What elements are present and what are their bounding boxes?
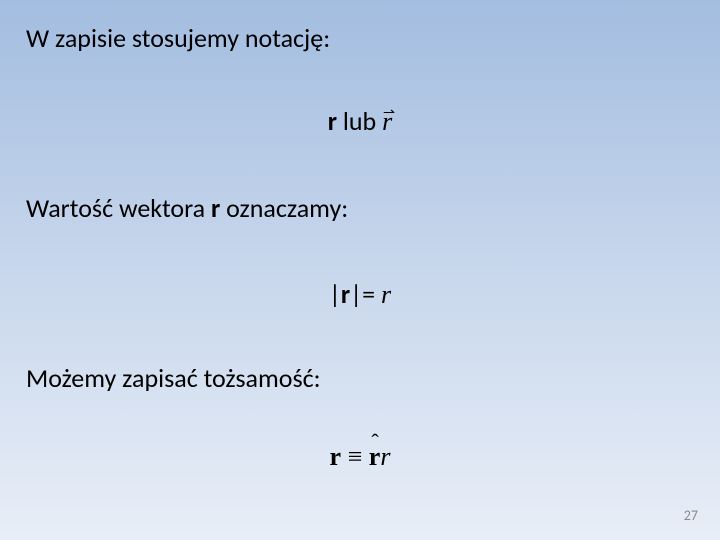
line3-r-bold: r xyxy=(211,192,220,224)
line3-prefix: Wartość wektora xyxy=(26,192,211,224)
slide: W zapisie stosujemy notację: r lub ⇀r Wa… xyxy=(0,0,720,540)
hat-icon: ˆ xyxy=(371,428,378,457)
equiv-symbol: ≡ xyxy=(341,442,369,471)
magnitude-line: |r|= r xyxy=(0,278,720,312)
r-vector: ⇀r xyxy=(382,105,392,139)
page-number: 27 xyxy=(684,507,698,524)
line3-suffix: oznaczamy: xyxy=(220,192,348,224)
r-hat: ˆr xyxy=(369,440,381,474)
identity-italic-r: r xyxy=(380,442,390,471)
abs-close-eq: |= xyxy=(350,278,381,310)
text-line-5: Możemy zapisać tożsamość: xyxy=(26,362,321,396)
italic-r: r xyxy=(381,280,391,309)
lub-text: lub xyxy=(337,105,382,137)
abs-r-bold: r xyxy=(341,278,350,310)
vector-arrow-icon: ⇀ xyxy=(383,104,395,123)
notation-line: r lub ⇀r xyxy=(0,105,720,139)
r-bold: r xyxy=(328,105,337,137)
abs-open: | xyxy=(329,278,341,310)
identity-r-bold: r xyxy=(330,442,342,471)
identity-line: r ≡ ˆrr xyxy=(0,440,720,474)
text-line-3: Wartość wektora r oznaczamy: xyxy=(26,192,348,226)
text-line-1: W zapisie stosujemy notację: xyxy=(26,22,330,56)
